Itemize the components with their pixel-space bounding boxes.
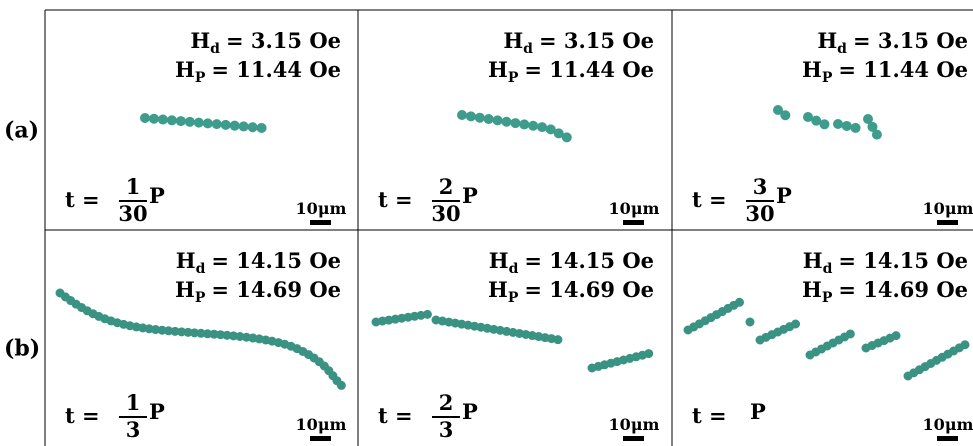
field-label: Hd = 3.15 Oe [503,28,654,57]
field-value: = 14.69 Oe [524,277,654,302]
scale-label: 10μm [296,415,347,434]
field-label: Hd = 3.15 Oe [190,28,341,57]
time-lhs: t = [65,403,100,428]
time-denominator: 30 [431,201,460,226]
field-symbol: H [190,28,210,53]
particle-chains [55,105,973,391]
field-subscript: d [823,261,833,277]
field-symbol: H [803,248,823,273]
field-value: = 14.15 Oe [524,248,654,273]
grid [44,9,973,446]
time-lhs: t = [378,187,413,212]
field-value: = 14.69 Oe [838,277,968,302]
scale-label: 10μm [923,415,973,434]
time-lhs: t = [692,187,727,212]
field-label: Hd = 3.15 Oe [817,28,968,57]
row-label: (b) [4,335,40,361]
time-unit: P [149,399,165,424]
time-numerator: 2 [439,390,454,415]
field-subscript: P [822,70,833,86]
scale-label: 10μm [609,415,660,434]
field-label: Hd = 14.15 Oe [176,248,341,277]
time-numerator: 3 [753,174,768,199]
field-subscript: P [508,70,519,86]
row-label: (a) [4,118,39,144]
time-denominator: 30 [118,201,147,226]
field-value: = 14.69 Oe [211,277,341,302]
field-label: HP = 14.69 Oe [175,277,341,306]
field-value: = 3.15 Oe [853,28,968,53]
field-subscript: d [210,41,220,57]
field-label: HP = 14.69 Oe [488,277,654,306]
field-symbol: H [488,57,508,82]
field-label: Hd = 14.15 Oe [489,248,654,277]
time-unit: P [462,399,478,424]
scale-bar [623,220,644,225]
scale-bar [937,436,958,441]
field-subscript: d [509,261,519,277]
field-symbol: H [817,28,837,53]
time-denominator: 30 [745,201,774,226]
field-symbol: H [175,277,195,302]
field-subscript: P [195,70,206,86]
time-lhs: t = [378,403,413,428]
time-unit: P [149,183,165,208]
field-symbol: H [175,57,195,82]
field-subscript: P [508,290,519,306]
field-label: HP = 11.44 Oe [175,57,341,86]
time-lhs: t = [692,403,727,428]
field-symbol: H [503,28,523,53]
scale-bar [310,436,331,441]
scale-bar [937,220,958,225]
time-lhs: t = [65,187,100,212]
field-subscript: d [196,261,206,277]
field-label: HP = 11.44 Oe [802,57,968,86]
time-numerator: 1 [126,390,141,415]
scale-bar [310,220,331,225]
field-symbol: H [176,248,196,273]
field-value: = 14.15 Oe [211,248,341,273]
field-symbol: H [802,277,822,302]
time-numerator: 1 [126,174,141,199]
field-label: HP = 14.69 Oe [802,277,968,306]
field-subscript: d [523,41,533,57]
field-label: HP = 11.44 Oe [488,57,654,86]
time-numerator: 2 [439,174,454,199]
time-unit: P [750,399,766,424]
field-subscript: d [837,41,847,57]
time-unit: P [462,183,478,208]
field-symbol: H [802,57,822,82]
field-value: = 3.15 Oe [539,28,654,53]
field-value: = 11.44 Oe [211,57,341,82]
scale-bar [623,436,644,441]
field-value: = 11.44 Oe [838,57,968,82]
scale-label: 10μm [296,199,347,218]
field-symbol: H [489,248,509,273]
field-value: = 14.15 Oe [838,248,968,273]
time-unit: P [776,183,792,208]
scale-label: 10μm [923,199,973,218]
field-symbol: H [488,277,508,302]
field-label: Hd = 14.15 Oe [803,248,968,277]
field-value: = 11.44 Oe [524,57,654,82]
field-value: = 3.15 Oe [226,28,341,53]
scale-label: 10μm [609,199,660,218]
time-denominator: 3 [439,417,454,442]
field-subscript: P [195,290,206,306]
field-subscript: P [822,290,833,306]
time-denominator: 3 [126,417,141,442]
